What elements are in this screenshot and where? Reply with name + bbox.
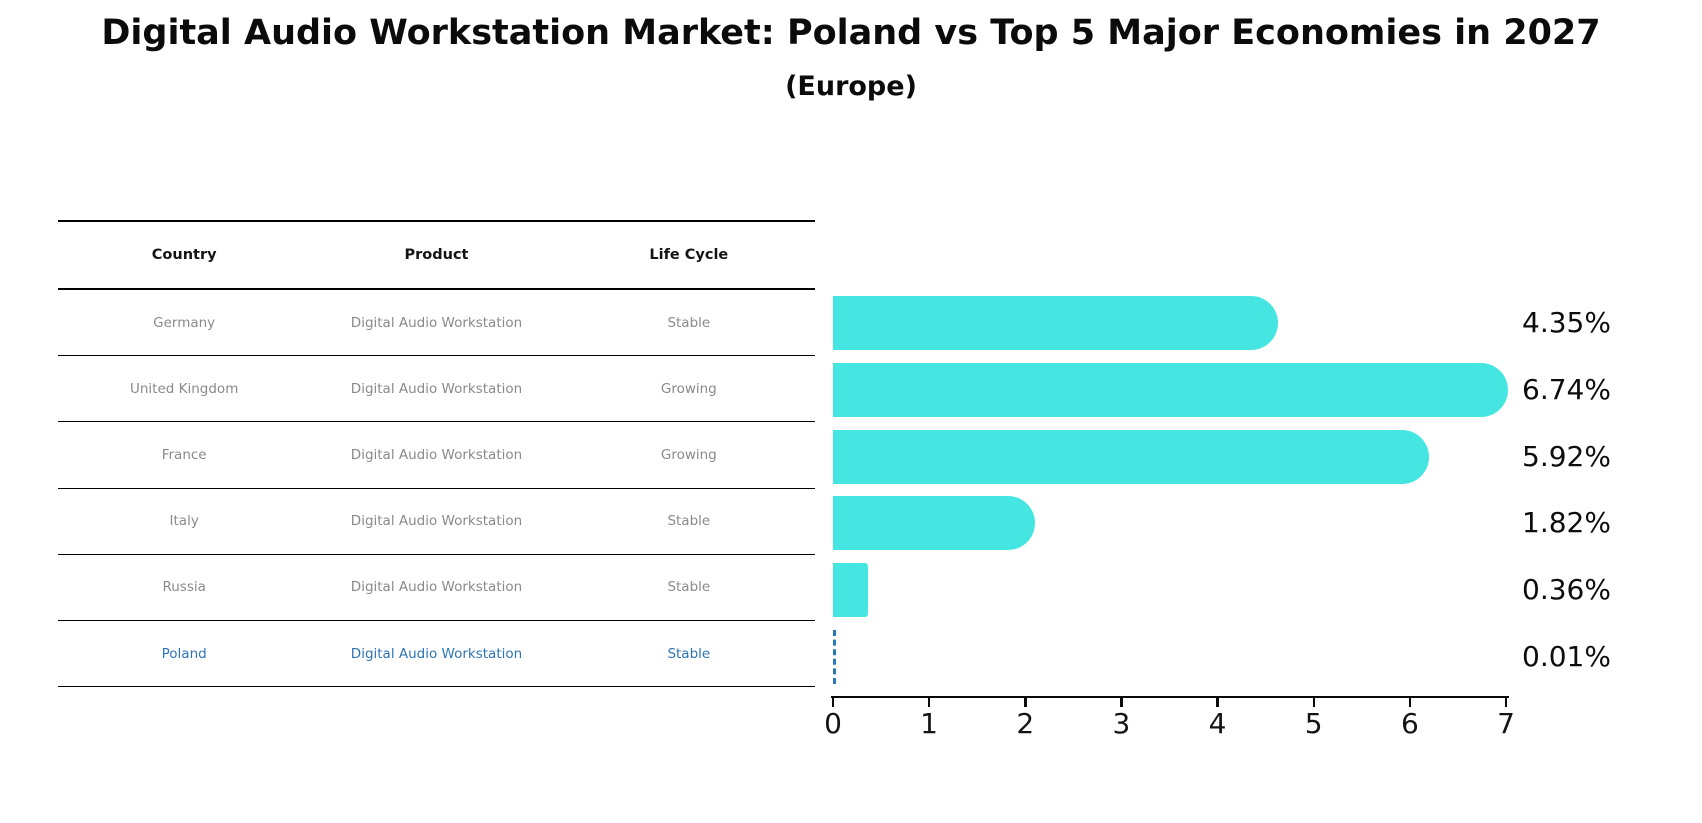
- x-axis-tick-1: [927, 698, 931, 707]
- chart-title: Digital Audio Workstation Market: Poland…: [101, 13, 1601, 53]
- table-row-poland: Poland Digital Audio Workstation Stable: [58, 621, 815, 688]
- bar-italy: [833, 496, 1035, 551]
- table-header-country: Country: [151, 247, 217, 263]
- country-cell: Germany: [153, 314, 216, 331]
- value-label-russia: 0.36%: [1522, 573, 1611, 606]
- value-label-united-kingdom: 6.74%: [1522, 373, 1611, 406]
- x-axis-tick-label-4: 4: [1208, 707, 1227, 740]
- x-axis-tick-3: [1120, 698, 1123, 707]
- x-axis-tick-7: [1504, 698, 1508, 707]
- life-cycle-cell: Stable: [667, 579, 711, 596]
- life-cycle-cell: Growing: [660, 380, 717, 397]
- bar-russia: [833, 563, 868, 617]
- table-row-italy: Italy Digital Audio Workstation Stable: [58, 489, 815, 555]
- x-axis-line: [831, 696, 1509, 698]
- table-body: Germany Digital Audio Workstation Stable Un…: [58, 290, 815, 688]
- x-axis-tick-label-1: 1: [920, 707, 938, 740]
- bar-united-kingdom: [833, 363, 1508, 417]
- table-header-product: Product: [404, 247, 469, 263]
- product-cell: Digital Audio Workstation: [350, 645, 523, 662]
- x-axis-tick-5: [1312, 698, 1315, 707]
- product-cell: Digital Audio Workstation: [350, 579, 523, 596]
- x-axis-tick-2: [1024, 698, 1027, 707]
- country-cell: France: [161, 446, 207, 463]
- country-table: Country Product Life Cycle Germany Digita…: [58, 220, 815, 688]
- bar-poland: [833, 629, 836, 684]
- x-axis-tick-label-7: 7: [1497, 707, 1515, 740]
- chart-subtitle: (Europe): [785, 71, 917, 102]
- value-label-germany: 4.35%: [1522, 306, 1611, 340]
- country-cell: Poland: [161, 645, 207, 662]
- product-cell: Digital Audio Workstation: [350, 446, 523, 463]
- country-cell: Italy: [169, 513, 199, 530]
- x-axis-tick-label-3: 3: [1112, 707, 1131, 740]
- table-row-russia: Russia Digital Audio Workstation Stable: [58, 555, 815, 621]
- product-cell: Digital Audio Workstation: [350, 314, 523, 331]
- life-cycle-cell: Stable: [667, 645, 711, 662]
- x-axis-tick-4: [1216, 698, 1219, 707]
- x-axis-tick-label-2: 2: [1016, 707, 1035, 740]
- x-axis-tick-label-0: 0: [824, 707, 842, 740]
- x-axis-tick-0: [831, 698, 835, 707]
- life-cycle-cell: Growing: [660, 446, 717, 463]
- x-axis-tick-label-6: 6: [1400, 707, 1419, 740]
- product-cell: Digital Audio Workstation: [350, 380, 523, 397]
- table-row-france: France Digital Audio Workstation Growing: [58, 422, 815, 489]
- life-cycle-cell: Stable: [667, 314, 711, 331]
- value-label-poland: 0.01%: [1522, 639, 1611, 673]
- bar-germany: [833, 296, 1279, 351]
- country-cell: Russia: [162, 579, 206, 596]
- country-cell: United Kingdom: [129, 380, 239, 397]
- value-label-france: 5.92%: [1522, 439, 1611, 473]
- table-header-life-cycle: Life Cycle: [649, 247, 729, 263]
- value-label-italy: 1.82%: [1522, 506, 1611, 540]
- x-axis-tick-6: [1408, 698, 1412, 707]
- table-row-united-kingdom: United Kingdom Digital Audio Workstation G…: [58, 356, 815, 423]
- product-cell: Digital Audio Workstation: [350, 513, 523, 530]
- table-header-row: Country Product Life Cycle: [58, 222, 815, 290]
- table-row-germany: Germany Digital Audio Workstation Stable: [58, 290, 815, 357]
- bar-france: [833, 429, 1430, 484]
- life-cycle-cell: Stable: [667, 513, 711, 530]
- x-axis-tick-label-5: 5: [1304, 707, 1323, 740]
